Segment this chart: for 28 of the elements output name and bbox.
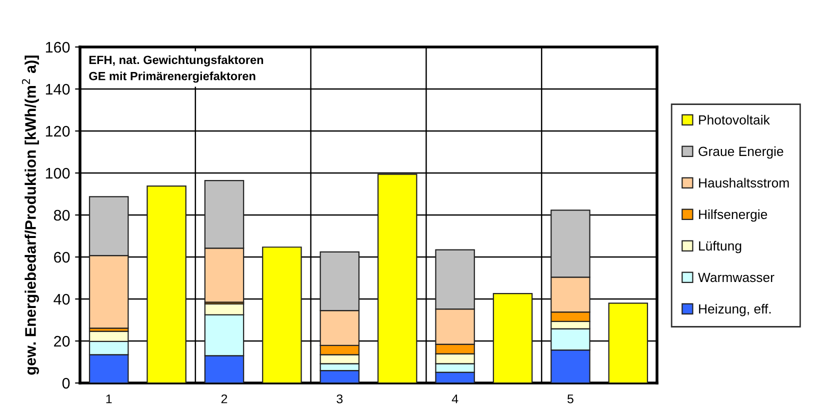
bar bbox=[492, 292, 533, 383]
y-tick-label: 20 bbox=[54, 336, 70, 347]
y-tick-label: 120 bbox=[46, 126, 70, 137]
legend-label: Heizung, eff. bbox=[699, 304, 771, 316]
bar bbox=[608, 302, 648, 383]
y-tick-label: 80 bbox=[54, 210, 70, 221]
bar bbox=[377, 174, 418, 383]
legend-label: Graue Energie bbox=[698, 146, 784, 159]
x-tick-label: 2 bbox=[221, 394, 228, 404]
legend-label: Lüftung bbox=[699, 240, 742, 254]
x-tick-label: 3 bbox=[336, 394, 343, 404]
y-tick-label: 160 bbox=[46, 42, 70, 53]
legend-label: Haushaltsstrom bbox=[699, 178, 789, 188]
annotation: EFH, nat. Gewichtungsfaktoren GE mit Primärenergiefaktoren bbox=[89, 55, 264, 83]
legend-label: Warmwasser bbox=[698, 272, 774, 282]
x-tick-label: 1 bbox=[106, 394, 112, 404]
y-tick-label: 140 bbox=[46, 84, 70, 95]
x-tick-label: 4 bbox=[452, 394, 458, 404]
y-tick-label: 40 bbox=[54, 294, 70, 305]
y-axis-title: gew. Energiebedarf/Produktion [kWh/(m$^{2}$ a)] bbox=[22, 56, 39, 375]
legend-label: Photovoltaik bbox=[699, 114, 770, 125]
bar bbox=[146, 185, 186, 383]
y-tick-label: 60 bbox=[54, 252, 70, 263]
y-tick-label: 100 bbox=[46, 168, 70, 179]
x-tick-label: 5 bbox=[567, 394, 574, 404]
legend-label: Hilfsenergie bbox=[699, 209, 768, 222]
bar bbox=[262, 246, 302, 383]
y-tick-label: 0 bbox=[62, 378, 70, 389]
